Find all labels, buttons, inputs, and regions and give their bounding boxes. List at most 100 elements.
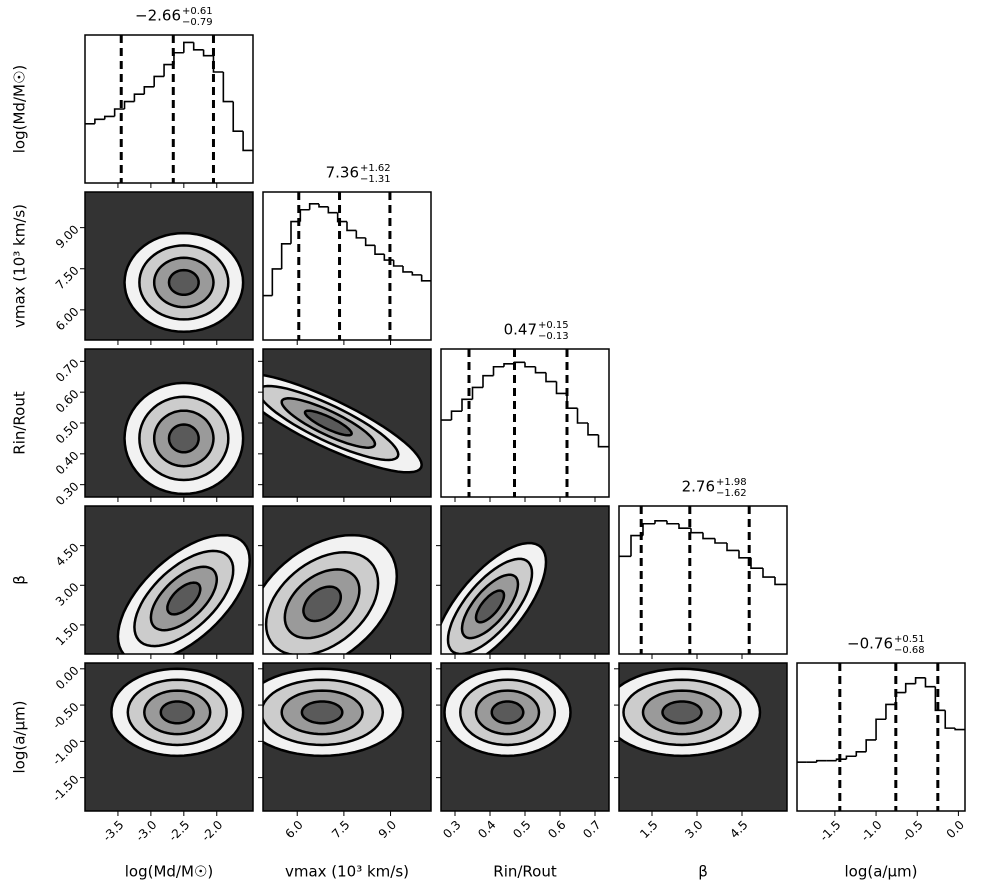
y-tick-label: 0.00 [53,664,82,693]
y-tick-label: 6.00 [53,305,82,334]
y-tick-label: 4.50 [53,540,82,569]
histogram-step [738,550,751,559]
title-lower: −0.68 [894,645,925,656]
panel: 0.3 0.4 0.5 0.6 0.7 [436,662,610,841]
histogram-step [835,758,847,761]
panel: -1.5 -1.0 -0.5 0.0 [796,662,967,844]
x-tick-label: 4.5 [727,818,750,841]
panel-frame [84,34,254,184]
histogram-step [450,410,462,421]
title-upper: +0.51 [894,634,925,645]
histogram-step [944,710,956,729]
histogram-step [875,718,886,740]
histogram-step [392,260,403,267]
histogram-step [513,361,525,364]
x-tick-label: -2.5 [166,818,192,844]
x-tick-label: 7.5 [329,818,352,841]
histogram-step [762,568,775,578]
histogram-step [308,203,319,210]
histogram-step [726,543,739,552]
panel-content [441,349,609,497]
x-tick-label: -3.5 [100,818,126,844]
histogram-step [280,243,291,269]
histogram-step [420,274,431,282]
histogram-step [318,203,329,208]
panel-frame [262,505,432,655]
contour [490,700,525,725]
x-tick-label: 0.6 [545,818,568,841]
panel-frame [84,662,254,812]
x-tick-label: 6.0 [282,818,305,841]
panel-frame [618,505,788,655]
x-tick-label: 0.3 [440,818,463,841]
histogram-step [904,682,916,693]
histogram-step [133,93,145,102]
x-axis-label: Rin/Rout [493,863,557,881]
panel-content [441,663,609,811]
histogram-step [346,221,357,232]
histogram-step [153,75,165,87]
title-value: 7.36 [326,164,359,182]
histogram-step [566,393,578,409]
y-axis-label: β [11,575,29,585]
panel [436,505,610,659]
panel-content [263,506,431,654]
x-axis-label: log(Md/M☉) [125,863,213,881]
y-tick-label: 0.50 [53,418,82,447]
histogram-step [885,703,896,720]
histogram-step [222,72,234,103]
histogram-step [103,115,115,120]
x-tick-label: -2.0 [199,818,225,844]
histogram-step [364,237,375,247]
panel: 1.50 3.00 4.50 [53,505,254,659]
histogram-step [654,520,667,524]
y-tick-label: 7.50 [53,263,82,292]
title-lower: −1.31 [360,174,391,185]
panel-content [263,663,431,811]
histogram-step [630,534,643,557]
title-value: 2.76 [682,478,715,496]
panel [618,505,788,659]
panel-content [85,35,253,183]
panel: -1.50 -1.00 -0.50 0.00 -3.5 -3.0 -2.5 -2.0 [50,662,254,844]
histogram-step [327,206,338,214]
histogram-step [855,751,867,757]
histogram-step [374,245,385,255]
y-tick-label: 3.00 [53,580,82,609]
histogram-step [492,365,504,376]
histogram-step [143,86,155,95]
panel [84,34,254,188]
y-axis-label: log(a/μm) [11,701,29,774]
panel-frame [440,505,610,655]
x-tick-label: -1.0 [858,818,884,844]
histogram-step [402,266,413,273]
histogram-step [774,577,787,586]
panel-frame [84,505,254,655]
histogram-step [355,230,366,239]
x-tick-label: -0.5 [899,818,925,844]
contour [167,268,200,297]
histogram-step [815,759,827,763]
x-tick-label: 0.7 [580,818,603,841]
title-value: 0.47 [504,321,537,339]
title-upper: +1.62 [360,163,391,174]
panel-content [85,663,253,811]
histogram-step [750,557,763,569]
panel-content [797,663,965,811]
title-upper: +1.98 [716,477,747,488]
panel-content [85,506,253,654]
y-axis-label: log(Md/M☉) [11,65,29,153]
title-upper: +0.61 [182,6,213,17]
histogram-step [471,386,483,400]
histogram-step [290,220,301,244]
panel: 6.0 7.5 9.0 [258,662,432,841]
title-lower: −1.62 [716,488,747,499]
histogram-step [299,208,310,222]
histogram-step [924,677,936,688]
histogram-step [666,520,679,525]
histogram-step [202,49,214,57]
title-value: −2.66 [135,7,181,25]
panel-frame [262,662,432,812]
histogram-step [524,362,536,368]
